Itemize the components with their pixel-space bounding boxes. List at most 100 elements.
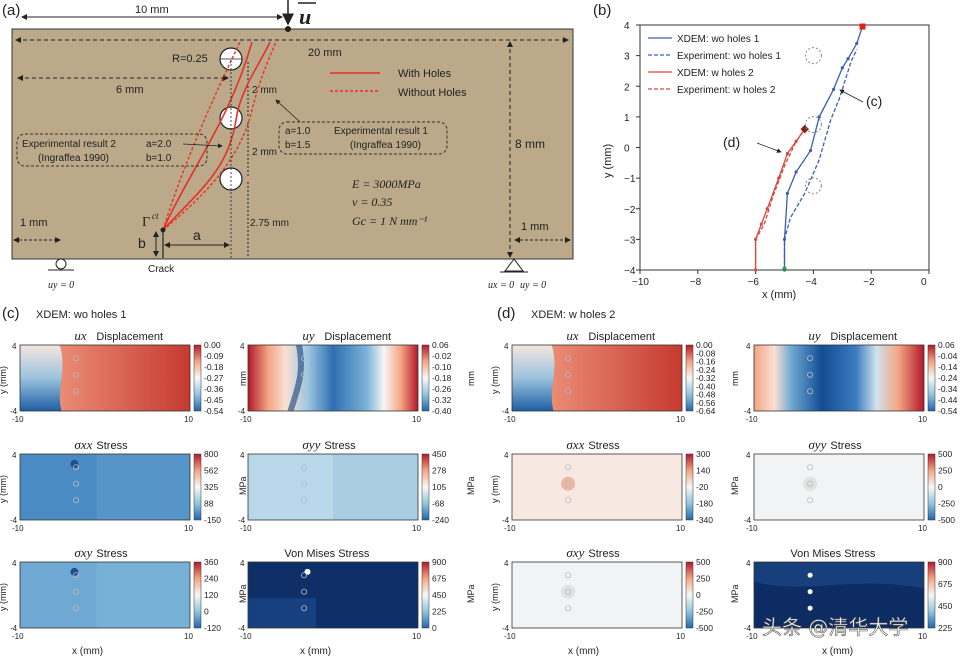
- colorbar-tick: -0.18: [204, 362, 224, 372]
- annot-d: (d): [723, 134, 740, 150]
- radius-label: R=0.25: [172, 53, 208, 65]
- colorbar-tick: 360: [204, 557, 218, 567]
- axis-tick: 10: [676, 632, 685, 641]
- colorbar-tick: 0: [938, 482, 943, 492]
- colorbar-tick: -0.32: [696, 373, 716, 383]
- panel-a: (a) 10 mm u 20 mm R=0.25 6 mm 2 mm 2 mm …: [2, 0, 574, 291]
- colorbar-tick: -0.08: [696, 348, 716, 358]
- contour-plot-syy: σyy Stress 450 278 105 -68 -240 MPa 4 -4-10 10: [238, 437, 476, 533]
- plot-b-point: [765, 207, 769, 211]
- contour-title: Displacement: [588, 331, 655, 343]
- field-vm2: [754, 562, 924, 628]
- colorbar-tick: -20: [696, 482, 709, 492]
- axis-tick: 10: [412, 632, 421, 641]
- contour-plot-uy2: uy Displacement0.06-0.04-0.14-0.24-0.34-0…: [744, 328, 958, 424]
- left-support-roller: [55, 258, 67, 270]
- colorbar-unit: MPa: [466, 476, 476, 495]
- crack-label: Crack: [148, 264, 175, 275]
- panel-c-xlabel-2: x (mm): [300, 646, 331, 657]
- dim-2mm-b: 2 mm: [252, 147, 277, 158]
- contour-title: Von Mises Stress: [284, 548, 369, 560]
- colorbar-tick: -0.45: [204, 395, 224, 405]
- colorbar-tick: -68: [432, 499, 445, 509]
- contour-symbol: σxx: [74, 437, 92, 452]
- colorbar-tick: -0.27: [204, 373, 224, 383]
- axis-tick: -10: [240, 632, 252, 641]
- colorbar-tick: -250: [696, 607, 713, 617]
- colorbar: [421, 344, 430, 412]
- colorbar-tick: 250: [938, 466, 952, 476]
- colorbar-tick: 0.00: [204, 340, 221, 350]
- panel-c-title: XDEM: wo holes 1: [36, 309, 126, 321]
- axis-tick: 4: [746, 451, 751, 460]
- exp2-b: b=1.0: [146, 153, 172, 164]
- colorbar-tick: 562: [204, 466, 218, 476]
- colorbar-tick: -0.02: [432, 351, 452, 361]
- colorbar-tick: -0.64: [696, 406, 716, 416]
- plot-b-xtick-label: 0: [921, 277, 927, 288]
- b-label: b: [138, 235, 146, 251]
- panel-a-label: (a): [2, 2, 20, 19]
- colorbar-unit: MPa: [730, 476, 740, 495]
- contour-title: Displacement: [830, 331, 897, 343]
- colorbar-unit: MPa: [466, 584, 476, 603]
- contour-symbol: σyy: [808, 437, 826, 452]
- contour-title: Displacement: [96, 331, 163, 343]
- contour-title: Stress: [96, 440, 128, 452]
- colorbar-tick: 325: [204, 482, 218, 492]
- plot-b-end-marker: [859, 23, 866, 30]
- colorbar: [927, 344, 936, 412]
- axis-tick: -10: [240, 524, 252, 533]
- colorbar-tick: 900: [938, 557, 952, 567]
- colorbar-tick: 120: [204, 590, 218, 600]
- contour-symbol: uy: [808, 328, 821, 343]
- plate: [11, 28, 574, 260]
- axis-tick: 4: [12, 342, 17, 351]
- annot-c: (c): [866, 93, 882, 109]
- colorbar-tick: 250: [696, 574, 710, 584]
- hole-3: [219, 167, 243, 191]
- plot-b-point: [759, 222, 763, 226]
- colorbar-tick: -0.48: [696, 390, 716, 400]
- colorbar: [193, 561, 202, 629]
- right-support-pin: [504, 258, 524, 272]
- legend-without-label: Without Holes: [398, 87, 467, 99]
- contour-title: Stress: [96, 548, 128, 560]
- plot-b-point: [846, 57, 850, 61]
- contour-plot-uy: uy Displacement0.06-0.02-0.10-0.18-0.26-0…: [238, 328, 476, 424]
- dim-2mm-a: 2 mm: [252, 85, 277, 96]
- plot-b-xtick-label: −10: [632, 277, 649, 288]
- plot-b-xtick-label: −2: [863, 277, 875, 288]
- colorbar-tick: 140: [696, 466, 710, 476]
- watermark: 头条 @清华大学: [762, 615, 908, 639]
- axis-ylabel: y (mm): [0, 475, 8, 503]
- contour-title: Stress: [588, 548, 620, 560]
- colorbar-tick: -240: [432, 515, 449, 525]
- colorbar-tick: -0.04: [938, 351, 958, 361]
- path-with-holes-1: [162, 41, 253, 231]
- axis-tick: 4: [746, 559, 751, 568]
- contour-plot-vm: Von Mises Stress 900 675 450 225 0 MPa 4 -4-10 10: [238, 548, 476, 641]
- colorbar-unit: MPa: [238, 584, 248, 603]
- field-sxx: [20, 454, 190, 520]
- plot-b-ytick-label: −2: [624, 205, 636, 216]
- legend-with-label: With Holes: [398, 68, 452, 80]
- axis-tick: 4: [504, 559, 509, 568]
- a-label: a: [193, 227, 201, 243]
- plot-b-point: [855, 41, 859, 45]
- load-point: [285, 26, 291, 32]
- plot-b-point: [794, 170, 798, 174]
- path-without-holes-2: [162, 41, 277, 231]
- colorbar-tick: -340: [696, 515, 713, 525]
- axis-tick: 10: [184, 524, 193, 533]
- axis-ylabel: y (mm): [490, 583, 500, 611]
- material-Gc: Gc = 1 N mm⁻¹: [352, 214, 428, 228]
- colorbar-tick: -0.54: [938, 406, 958, 416]
- field-vm: [248, 562, 418, 628]
- bc-left: uy = 0: [48, 280, 74, 291]
- colorbar-tick: 0: [204, 607, 209, 617]
- colorbar-tick: -0.09: [204, 351, 224, 361]
- colorbar-tick: -500: [938, 515, 955, 525]
